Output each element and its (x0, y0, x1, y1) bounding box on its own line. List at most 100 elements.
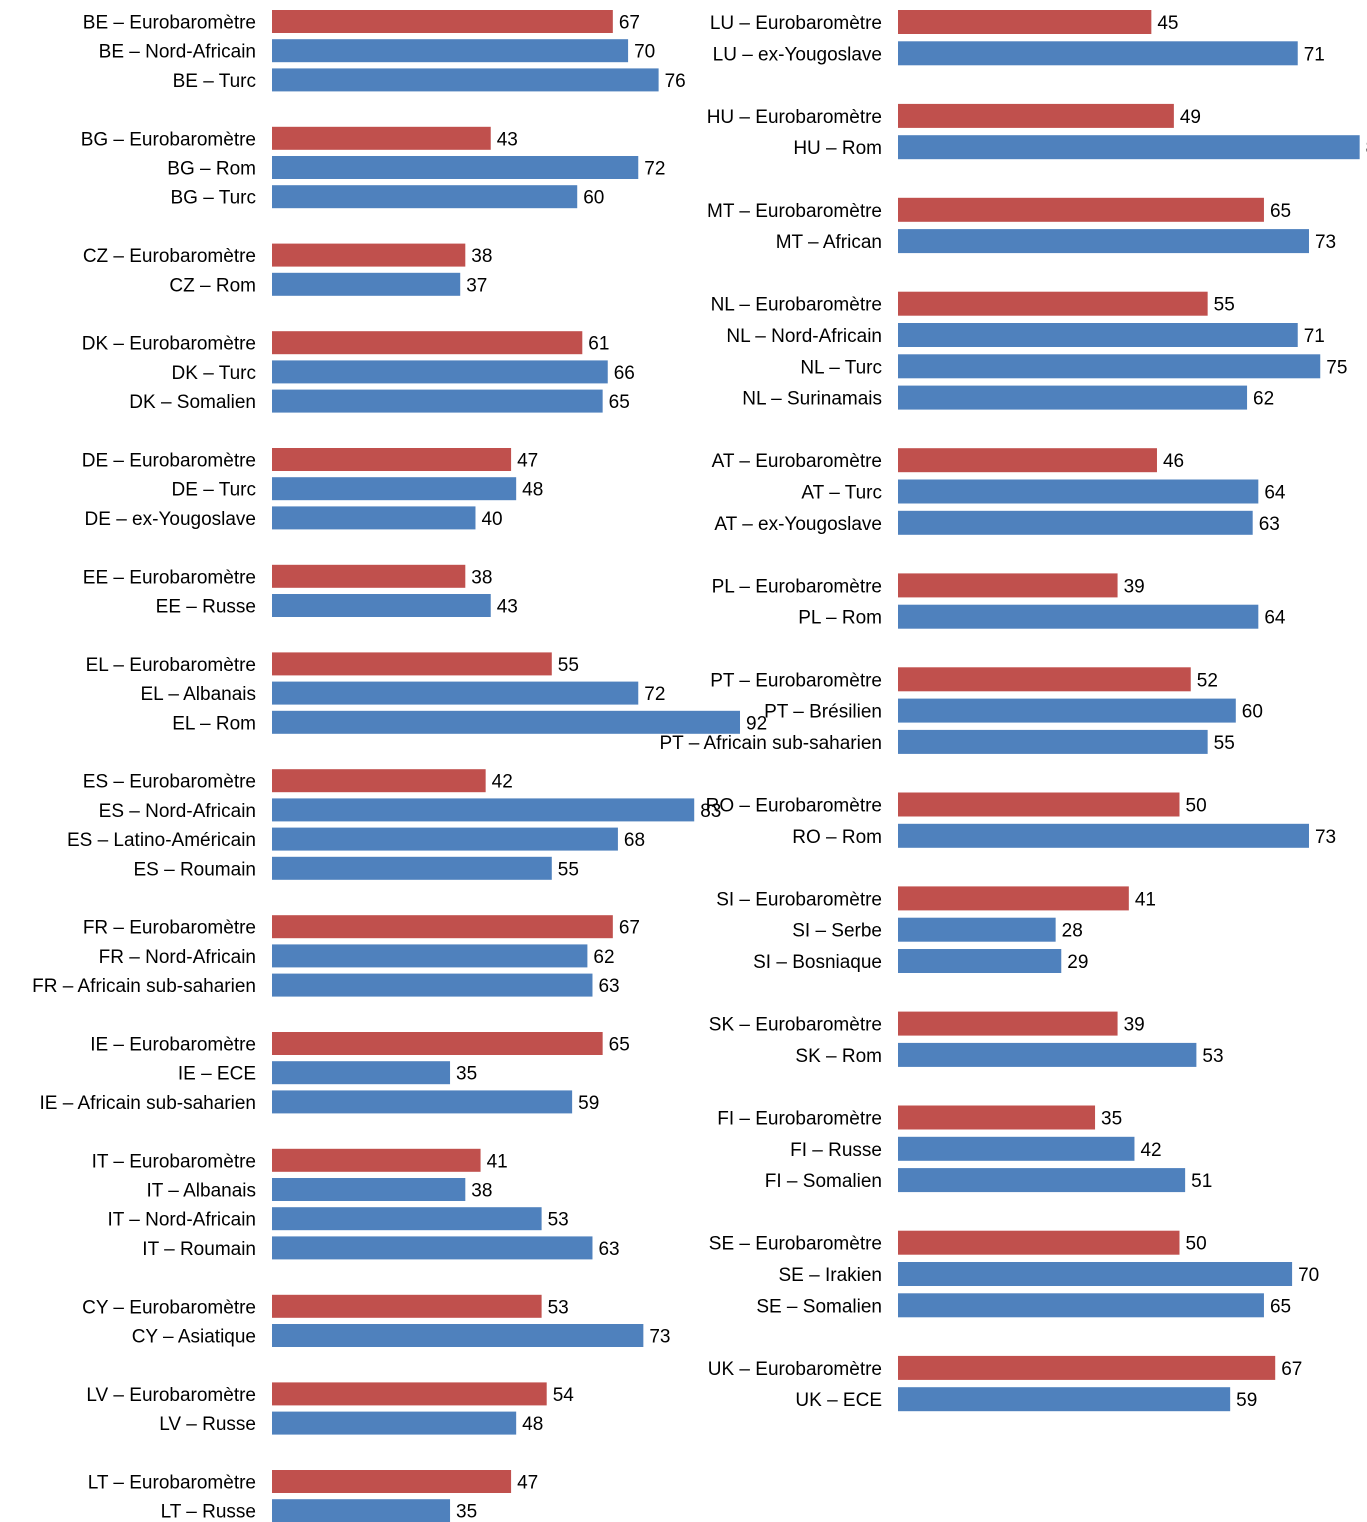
data-label: 48 (522, 480, 543, 501)
bar (898, 323, 1298, 347)
bar (272, 1207, 542, 1231)
bar (898, 729, 1208, 754)
bar (898, 479, 1259, 504)
data-label: 50 (1186, 796, 1207, 817)
bar (898, 1230, 1180, 1255)
bar (272, 681, 639, 705)
bar (898, 1355, 1276, 1380)
data-label: 65 (1270, 201, 1291, 222)
bar (272, 272, 461, 296)
category-label: SI – Eurobaromètre (716, 889, 882, 910)
category-label: NL – Nord-Africain (726, 326, 882, 347)
data-label: 35 (456, 1064, 477, 1085)
data-label: 55 (558, 655, 579, 676)
bar (272, 1032, 603, 1055)
bar (898, 1387, 1231, 1412)
category-label: LV – Eurobaromètre (86, 1385, 256, 1406)
bar (898, 917, 1056, 942)
category-label: CY – Eurobaromètre (82, 1297, 256, 1318)
category-label: FR – Africain sub-saharien (32, 976, 256, 997)
bar (272, 769, 486, 793)
category-label: FR – Eurobaromètre (83, 918, 256, 939)
data-label: 68 (624, 830, 645, 851)
category-label: PL – Eurobaromètre (712, 576, 882, 597)
category-label: IE – Africain sub-saharien (39, 1093, 256, 1114)
bar (898, 1293, 1264, 1318)
category-label: DK – Turc (172, 363, 256, 384)
category-label: HU – Eurobaromètre (707, 107, 882, 128)
data-label: 53 (1202, 1046, 1223, 1067)
category-label: BG – Eurobaromètre (81, 129, 256, 150)
bar (898, 698, 1236, 723)
category-label: RO – Eurobaromètre (706, 796, 882, 817)
category-label: SE – Somalien (756, 1296, 882, 1317)
data-label: 38 (471, 567, 492, 588)
bar (272, 944, 588, 968)
category-label: BG – Turc (170, 188, 256, 209)
category-label: FI – Somalien (765, 1171, 882, 1192)
data-label: 65 (609, 1035, 630, 1056)
data-label: 41 (1135, 889, 1156, 910)
bar (898, 510, 1253, 535)
bar (272, 331, 583, 355)
bar (272, 448, 512, 471)
category-label: IE – Eurobaromètre (90, 1035, 256, 1056)
category-label: CZ – Rom (169, 275, 256, 296)
category-label: BE – Eurobaromètre (83, 13, 256, 34)
chart-panel-left: BE – Eurobaromètre 67 BE – Nord-Africain 70… (32, 10, 767, 1522)
data-label: 51 (1191, 1171, 1212, 1192)
category-label: DK – Somalien (129, 392, 256, 413)
bar (272, 1411, 517, 1435)
bar (898, 1262, 1293, 1286)
category-label: MT – African (776, 232, 882, 253)
data-label: 67 (619, 13, 640, 34)
data-label: 35 (456, 1502, 477, 1522)
category-label: NL – Turc (800, 357, 882, 378)
data-label: 28 (1062, 921, 1083, 942)
bar (898, 385, 1248, 410)
bar (898, 1042, 1197, 1067)
data-label: 76 (665, 71, 686, 92)
data-label: 43 (497, 597, 518, 618)
data-label: 49 (1180, 107, 1201, 128)
bar (272, 1470, 512, 1493)
category-label: NL – Eurobaromètre (711, 295, 882, 316)
category-label: FI – Eurobaromètre (717, 1109, 882, 1130)
bar (272, 185, 578, 209)
category-label: RO – Rom (792, 827, 882, 848)
category-label: PT – Africain sub-saharien (660, 733, 883, 754)
bar (898, 103, 1174, 128)
data-label: 64 (1264, 608, 1286, 629)
data-label: 83 (700, 801, 721, 822)
category-label: AT – ex-Yougoslave (714, 514, 882, 535)
data-label: 63 (598, 1239, 619, 1260)
data-label: 35 (1101, 1109, 1122, 1130)
data-label: 42 (492, 772, 513, 793)
chart-panel-right: LU – Eurobaromètre 45 LU – ex-Yougoslave 71… (660, 10, 1367, 1412)
category-label: AT – Turc (801, 483, 882, 504)
data-label: 40 (481, 509, 502, 530)
data-label: 67 (1281, 1359, 1302, 1380)
data-label: 45 (1157, 13, 1178, 34)
category-label: ES – Roumain (133, 859, 256, 880)
data-label: 66 (614, 363, 635, 384)
data-label: 60 (1242, 702, 1263, 723)
data-label: 63 (1259, 514, 1280, 535)
bar (272, 973, 593, 997)
category-label: ES – Latino-Américain (67, 830, 256, 851)
bar (272, 68, 659, 92)
bar (898, 448, 1157, 473)
bar (272, 798, 695, 822)
bar (898, 886, 1129, 911)
category-label: UK – Eurobaromètre (708, 1359, 882, 1380)
data-label: 53 (548, 1297, 569, 1318)
category-label: LV – Russe (159, 1414, 256, 1435)
category-label: LT – Eurobaromètre (88, 1473, 256, 1494)
bar (272, 389, 603, 413)
bar (898, 197, 1264, 222)
data-label: 92 (746, 713, 767, 734)
bar (272, 126, 491, 150)
bar (898, 354, 1321, 379)
bar (272, 564, 466, 588)
data-label: 55 (1214, 295, 1235, 316)
